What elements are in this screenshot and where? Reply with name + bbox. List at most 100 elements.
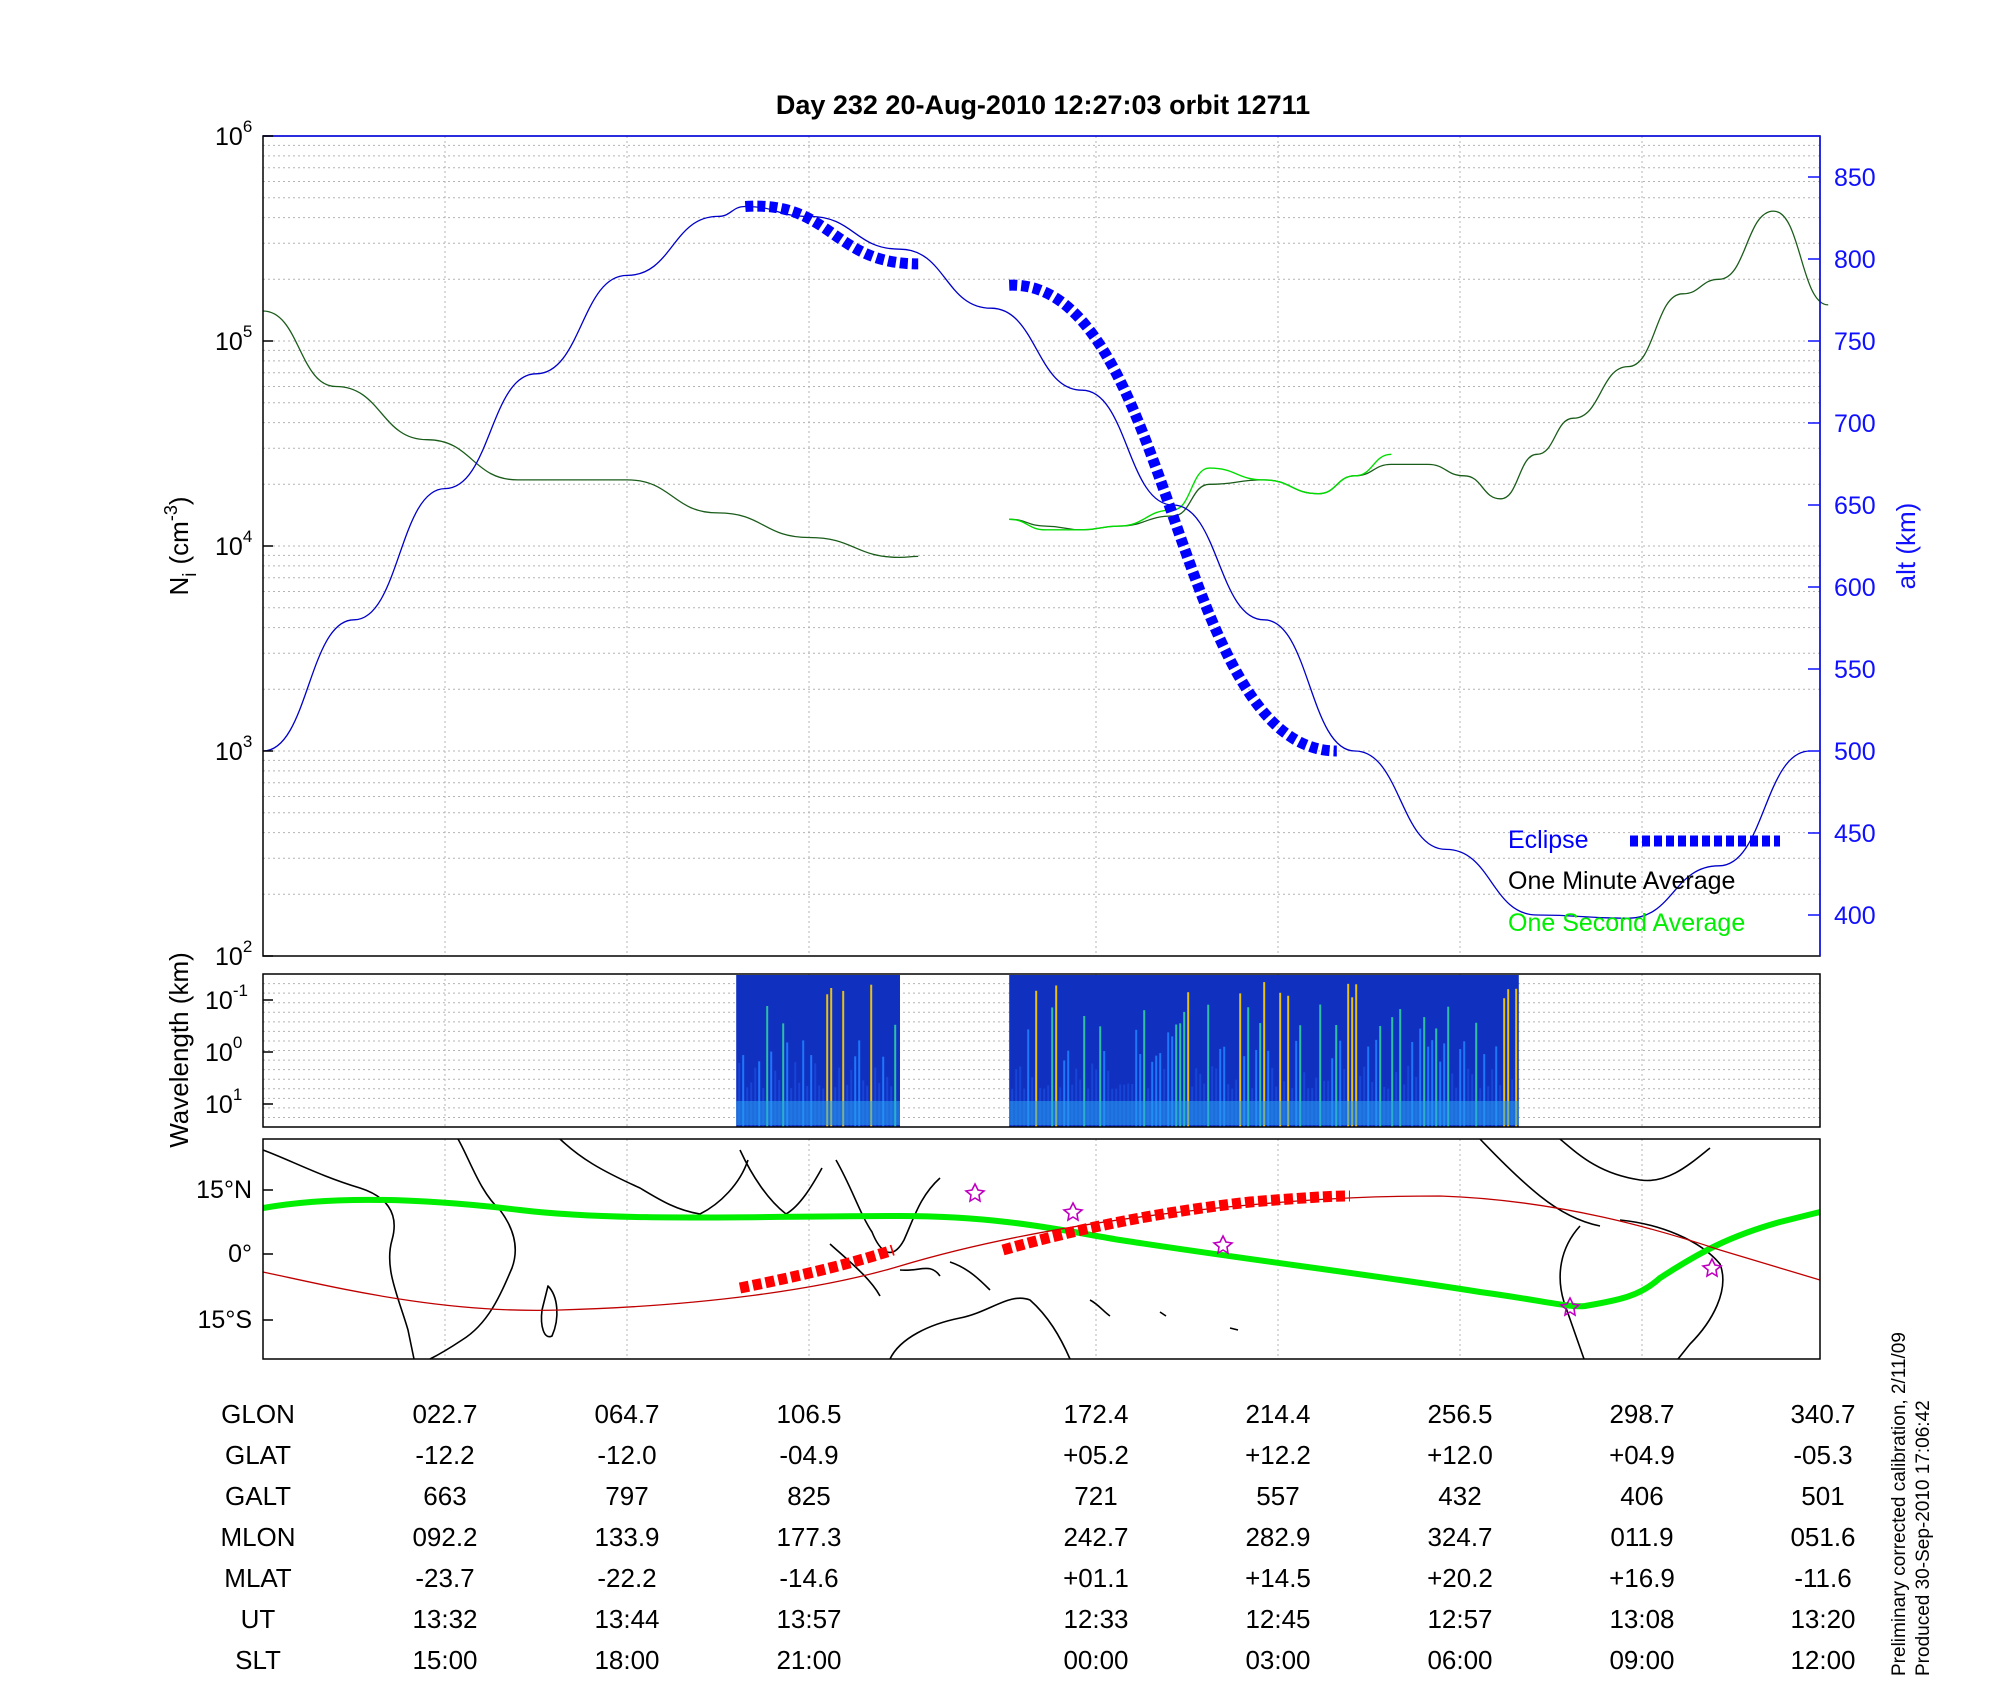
- spectrogram-streak: [1339, 1040, 1342, 1127]
- table-row-label: UT: [241, 1604, 276, 1634]
- spectrogram-streak: [1491, 1069, 1494, 1127]
- spectrogram-streak: [738, 1062, 741, 1127]
- spectrogram-streak: [1363, 1066, 1366, 1127]
- altitude-y-label: alt (km): [1891, 503, 1921, 590]
- spectrogram-streak: [1411, 1041, 1414, 1127]
- density-y-label-base: N: [164, 577, 194, 596]
- eclipse-segment: [1009, 279, 1337, 757]
- spectrogram-band: [736, 1101, 900, 1125]
- central-america-coastline: [1479, 1138, 1601, 1227]
- spectrogram-streak: [1267, 1050, 1270, 1127]
- spectrogram-streak: [1143, 1010, 1146, 1127]
- spectrogram-streak: [770, 1051, 773, 1127]
- spectrogram-streak: [1515, 988, 1518, 1127]
- table-cell: 324.7: [1427, 1522, 1492, 1552]
- spectrogram-streak: [758, 1061, 761, 1127]
- spectrogram-streak: [1351, 997, 1354, 1127]
- table-cell: -04.9: [779, 1440, 838, 1470]
- legend: Eclipse One Minute Average One Second Av…: [1508, 826, 1780, 937]
- spectrogram-streak: [1279, 992, 1282, 1127]
- table-cell: +04.9: [1609, 1440, 1675, 1470]
- spectrogram-data: [736, 975, 1519, 1127]
- table-cell: 09:00: [1609, 1645, 1674, 1675]
- chart-title: Day 232 20-Aug-2010 12:27:03 orbit 12711: [776, 90, 1310, 120]
- table-cell: 282.9: [1245, 1522, 1310, 1552]
- tick-base: 10: [215, 943, 243, 971]
- south-america-east-coastline: [1619, 1219, 1724, 1360]
- spectrogram-streak: [1247, 1007, 1250, 1127]
- spectrogram-streak: [870, 984, 873, 1127]
- spectrogram-streak: [1379, 1025, 1382, 1127]
- altitude-tick-label: 500: [1834, 738, 1876, 766]
- spectrogram-streak: [1207, 1004, 1210, 1127]
- density-tick-label: 106: [215, 117, 252, 151]
- spectrogram-streak: [1507, 989, 1510, 1127]
- table-cell: -12.0: [597, 1440, 656, 1470]
- tick-exponent: 1: [233, 1085, 242, 1104]
- table-cell: 12:00: [1790, 1645, 1855, 1675]
- pacific-islands-coastline: [1089, 1299, 1239, 1331]
- spectrogram-streak: [1431, 1040, 1434, 1127]
- produced-note: Produced 30-Sep-2010 17:06:42: [1913, 1400, 1934, 1676]
- tick-base: 10: [205, 1039, 233, 1067]
- spectrogram-streak: [854, 1056, 857, 1127]
- density-grid: [263, 136, 1820, 957]
- spectrogram-streak: [1015, 1069, 1018, 1127]
- spectrogram-streak: [1075, 1068, 1078, 1127]
- tick-base: 10: [205, 987, 233, 1015]
- density-y-label-exp: -3: [161, 505, 181, 521]
- map-plot-area: [263, 1139, 1820, 1359]
- spectrogram-streak: [1427, 1046, 1430, 1127]
- spectrogram-streak: [1331, 1058, 1334, 1127]
- spectrogram-streak: [1167, 1032, 1170, 1127]
- spectrogram-streak: [1303, 1072, 1306, 1127]
- spectrogram-streak: [1083, 1016, 1086, 1127]
- map-star-markers: [964, 1182, 1723, 1317]
- altitude-tick-label: 650: [1834, 492, 1876, 520]
- spectrogram-streak: [1447, 1006, 1450, 1127]
- tick-exponent: 4: [243, 527, 252, 546]
- series-line: [1009, 210, 1829, 531]
- table-row-label: MLON: [220, 1522, 295, 1552]
- table-cell: 064.7: [594, 1399, 659, 1429]
- wavelength-tick-label: 101: [205, 1085, 242, 1119]
- spectrogram-streak: [1211, 1066, 1214, 1127]
- spectrogram-streak: [858, 1040, 861, 1127]
- tick-base: 10: [215, 328, 243, 356]
- spectrogram-streak: [1483, 1054, 1486, 1127]
- spectrogram-streak: [1503, 998, 1506, 1127]
- spectrogram-streak: [1091, 1063, 1094, 1127]
- spectrogram-streak: [1451, 1073, 1454, 1127]
- table-cell: 21:00: [776, 1645, 841, 1675]
- table-cell: +12.0: [1427, 1440, 1493, 1470]
- spectrogram-streak: [1395, 1072, 1398, 1127]
- map-frame: [262, 1138, 1821, 1360]
- table-cell: 214.4: [1245, 1399, 1310, 1429]
- table-row-label: GLAT: [225, 1440, 291, 1470]
- spectrogram-streak: [1355, 984, 1358, 1127]
- spectrogram-streak: [1019, 1066, 1022, 1127]
- spectrogram-streak: [1051, 1007, 1054, 1127]
- spectrogram-streak: [1295, 1040, 1298, 1127]
- spectrogram-streak: [1219, 1048, 1222, 1127]
- spectrogram-streak: [1475, 1022, 1478, 1127]
- star-marker: [1701, 1257, 1723, 1278]
- arabia-coastline: [559, 1138, 749, 1215]
- altitude-tick-label: 750: [1834, 328, 1876, 356]
- table-cell: +14.5: [1245, 1563, 1311, 1593]
- density-y-label: Ni (cm-3): [161, 496, 201, 595]
- table-cell: 721: [1074, 1481, 1117, 1511]
- star-marker: [1559, 1296, 1581, 1317]
- indonesia-coastline: [829, 1243, 991, 1297]
- table-row-label: MLAT: [224, 1563, 292, 1593]
- map-series: [262, 1190, 1821, 1312]
- tick-base: 10: [205, 1091, 233, 1119]
- tick-exponent: 3: [243, 732, 252, 751]
- spectrogram-streak: [1271, 1067, 1274, 1127]
- spectrogram-streak: [1067, 1050, 1070, 1127]
- spectrogram-streak: [742, 1055, 745, 1127]
- altitude-tick-label: 850: [1834, 164, 1876, 192]
